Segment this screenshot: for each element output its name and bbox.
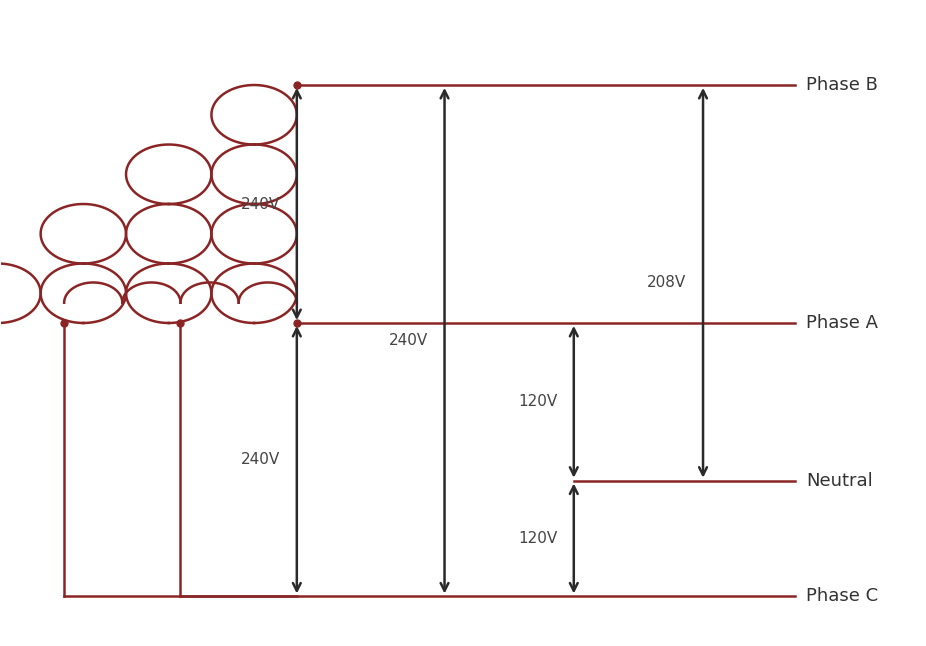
Text: 240V: 240V [389,333,428,348]
Text: 120V: 120V [518,531,557,546]
Text: 120V: 120V [518,394,557,410]
Text: Neutral: Neutral [807,472,873,490]
Text: Phase A: Phase A [807,314,879,332]
Text: 208V: 208V [647,275,686,290]
Text: Phase B: Phase B [807,76,879,94]
Text: 240V: 240V [241,452,281,467]
Text: Phase C: Phase C [807,587,879,605]
Text: 240V: 240V [241,196,281,211]
